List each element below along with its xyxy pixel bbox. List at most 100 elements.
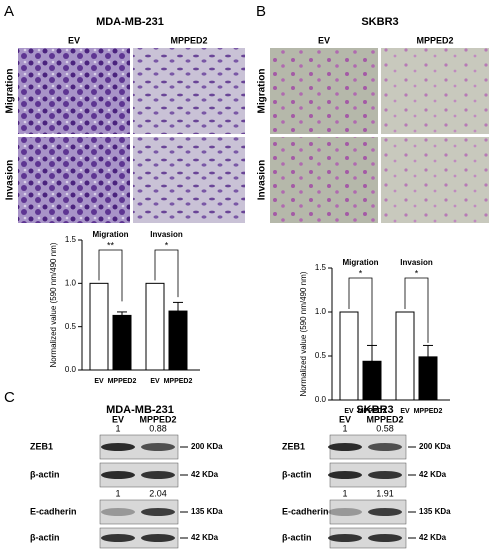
row-label: Invasion <box>257 160 268 201</box>
y-tick-label: 0.5 <box>315 351 327 360</box>
y-tick-label: 0.0 <box>65 365 77 374</box>
lane-label: EV <box>339 414 351 424</box>
size-label: 42 KDa <box>419 533 447 542</box>
size-label: 200 KDa <box>419 442 451 451</box>
band-ratio: 2.04 <box>149 488 167 498</box>
micrograph-image <box>133 48 245 134</box>
bar <box>395 311 415 401</box>
band-ratio: 1.91 <box>376 488 394 498</box>
lane-label: MPPED2 <box>139 414 176 424</box>
bar <box>362 360 382 401</box>
panel-label: C <box>4 389 15 406</box>
blot-image <box>99 527 179 549</box>
protein-label: E-cadherin <box>30 506 77 516</box>
x-tick-label: MPPED2 <box>108 378 137 385</box>
x-tick-label: EV <box>344 408 354 415</box>
x-tick-label: MPPED2 <box>164 378 193 385</box>
x-tick-label: EV <box>94 378 104 385</box>
significance: ** <box>107 240 115 250</box>
micrograph-title: MDA-MB-231 <box>96 16 164 28</box>
blot-band <box>101 534 135 542</box>
bar <box>418 356 438 401</box>
micrograph-image <box>381 137 489 223</box>
panel-label: B <box>256 3 266 20</box>
micrograph-image <box>270 137 378 223</box>
bar <box>145 282 165 371</box>
significance-bracket <box>404 277 429 343</box>
blot-band <box>368 471 402 479</box>
blot-band <box>101 443 135 451</box>
protein-label: β-actin <box>30 469 60 479</box>
blot-band <box>101 471 135 479</box>
micrograph-image <box>18 137 130 223</box>
y-axis-label: Normalized value (590 nm/490 nm) <box>299 271 308 396</box>
column-label: EV <box>68 35 80 45</box>
blot-band <box>141 534 175 542</box>
x-tick-label: MPPED2 <box>358 408 387 415</box>
size-label: 42 KDa <box>419 470 447 479</box>
blot-band <box>328 508 362 516</box>
row-label: Migration <box>5 69 16 114</box>
significance-bracket <box>348 277 373 348</box>
protein-label: β-actin <box>282 532 312 542</box>
blot-band <box>368 534 402 542</box>
y-tick-label: 1.0 <box>315 307 327 316</box>
blot-band <box>328 443 362 451</box>
significance-bracket <box>154 249 179 298</box>
row-label: Invasion <box>5 160 16 201</box>
blot-band <box>368 443 402 451</box>
size-label: 135 KDa <box>419 507 451 516</box>
micrograph-image <box>133 137 245 223</box>
lane-label: MPPED2 <box>366 414 403 424</box>
group-label: Migration <box>93 230 129 239</box>
micrograph-image <box>270 48 378 134</box>
protein-label: β-actin <box>30 532 60 542</box>
protein-label: ZEB1 <box>30 441 53 451</box>
y-axis-label: Normalized value (590 nm/490 nm) <box>49 242 58 367</box>
x-tick-label: MPPED2 <box>414 408 443 415</box>
significance-bracket <box>98 249 123 302</box>
bar <box>168 310 188 371</box>
size-label: 135 KDa <box>191 507 223 516</box>
blot-band <box>141 508 175 516</box>
band-ratio: 1 <box>115 423 120 433</box>
blot-title: MDA-MB-231 <box>106 404 174 416</box>
y-tick-label: 1.5 <box>65 235 77 244</box>
blot-band <box>368 508 402 516</box>
column-label: MPPED2 <box>170 35 207 45</box>
column-label: EV <box>318 35 330 45</box>
band-ratio: 1 <box>342 423 347 433</box>
micrograph-title: SKBR3 <box>361 16 398 28</box>
group-label: Migration <box>343 258 379 267</box>
protein-label: β-actin <box>282 469 312 479</box>
row-label: Migration <box>257 69 268 114</box>
micrograph-image <box>18 48 130 134</box>
bar <box>112 314 132 371</box>
band-ratio: 1 <box>115 488 120 498</box>
bar <box>89 282 109 371</box>
y-tick-label: 1.5 <box>315 263 327 272</box>
bar <box>339 311 359 401</box>
size-label: 200 KDa <box>191 442 223 451</box>
significance: * <box>359 268 363 278</box>
group-label: Invasion <box>150 230 183 239</box>
size-label: 42 KDa <box>191 470 219 479</box>
blot-band <box>328 471 362 479</box>
band-ratio: 0.58 <box>376 423 394 433</box>
blot-title: SKBR3 <box>356 404 393 416</box>
band-ratio: 1 <box>342 488 347 498</box>
blot-band <box>101 508 135 516</box>
significance: * <box>415 268 419 278</box>
protein-label: E-cadherin <box>282 506 329 516</box>
blot-band <box>141 471 175 479</box>
x-tick-label: EV <box>150 378 160 385</box>
significance: * <box>165 240 169 250</box>
y-tick-label: 0.5 <box>65 322 77 331</box>
blot-band <box>141 443 175 451</box>
band-ratio: 0.88 <box>149 423 167 433</box>
micrograph-image <box>381 48 489 134</box>
size-label: 42 KDa <box>191 533 219 542</box>
blot-band <box>328 534 362 542</box>
x-tick-label: EV <box>400 408 410 415</box>
